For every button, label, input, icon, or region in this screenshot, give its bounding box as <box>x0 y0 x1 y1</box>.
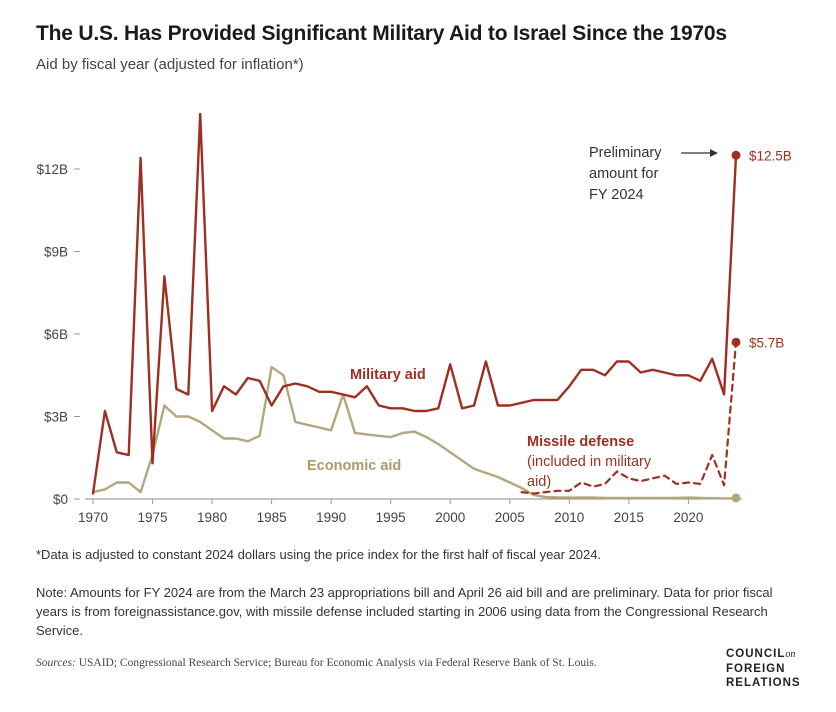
sources-text: USAID; Congressional Research Service; B… <box>75 657 597 669</box>
preliminary-arrow-head <box>710 149 718 157</box>
sources-label: Sources: <box>36 657 76 669</box>
military-aid-line <box>91 112 738 495</box>
chart-subtitle: Aid by fiscal year (adjusted for inflati… <box>36 56 304 73</box>
x-tick-label: 1970 <box>78 510 108 525</box>
logo-line2: FOREIGN <box>726 663 786 675</box>
logo-line3: RELATIONS <box>726 677 801 689</box>
footnote: *Data is adjusted to constant 2024 dolla… <box>36 547 602 562</box>
x-tick-label: 2020 <box>673 510 703 525</box>
x-tick-label: 2005 <box>495 510 525 525</box>
military-aid-2024-point <box>731 150 741 160</box>
sources: Sources: USAID; Congressional Research S… <box>36 657 597 669</box>
missile-defense-note-1: (included in military <box>527 454 652 470</box>
preliminary-annotation-3: FY 2024 <box>589 187 644 203</box>
x-tick-label: 1990 <box>316 510 346 525</box>
missile-defense-line <box>520 341 738 495</box>
x-tick-label: 1995 <box>376 510 406 525</box>
logo-line1: COUNCIL <box>726 648 786 660</box>
military-aid-2024-value: $12.5B <box>749 148 792 163</box>
missile-defense-label: Missile defense <box>527 434 634 450</box>
chart-note: Note: Amounts for FY 2024 are from the M… <box>36 585 773 638</box>
missile-defense-2024-value: $5.7B <box>749 335 784 350</box>
x-tick-label: 1985 <box>257 510 287 525</box>
economic-aid-2024-point <box>731 493 741 503</box>
y-tick-label: $6B <box>44 327 68 342</box>
y-tick-label: $9B <box>44 245 68 260</box>
preliminary-annotation-2: amount for <box>589 166 658 182</box>
x-tick-label: 2015 <box>614 510 644 525</box>
y-tick-label: $0 <box>53 492 68 507</box>
x-tick-label: 2010 <box>554 510 584 525</box>
missile-defense-2024-point <box>731 337 741 347</box>
x-tick-label: 1980 <box>197 510 227 525</box>
military-aid-label: Military aid <box>350 367 426 383</box>
economic-aid-label: Economic aid <box>307 458 401 474</box>
x-tick-label: 2000 <box>435 510 465 525</box>
y-tick-label: $12B <box>36 162 68 177</box>
x-tick-label: 1975 <box>138 510 168 525</box>
missile-defense-note-2: aid) <box>527 474 551 490</box>
cfr-logo: COUNCILon FOREIGN RELATIONS <box>726 647 801 690</box>
aid-line-chart: $0 $3B $6B $9B $12B 1970 1975 1980 1985 1990 1995 2… <box>36 112 792 525</box>
y-tick-label: $3B <box>44 410 68 425</box>
economic-aid-line <box>91 365 738 500</box>
logo-line1-suffix: on <box>785 649 796 660</box>
chart-title: The U.S. Has Provided Significant Milita… <box>36 22 727 45</box>
preliminary-annotation-1: Preliminary <box>589 145 662 161</box>
